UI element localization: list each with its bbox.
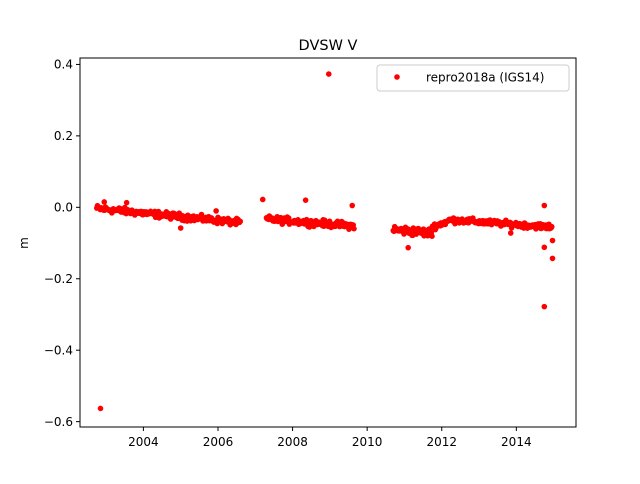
y-axis: −0.6 −0.4 −0.2 0.0 0.2 0.4 xyxy=(44,58,80,429)
y-tick-label: −0.2 xyxy=(44,272,73,286)
y-tick-label: −0.4 xyxy=(44,343,73,357)
data-point-outlier xyxy=(541,202,548,209)
x-axis: 2004 2006 2008 2010 2012 2014 xyxy=(128,427,532,449)
x-tick-label: 2004 xyxy=(128,435,159,449)
y-tick-label: 0.4 xyxy=(54,58,73,72)
data-point xyxy=(429,233,435,239)
plot-frame xyxy=(79,57,577,428)
x-tick-label: 2012 xyxy=(426,435,457,449)
data-point-outlier xyxy=(549,255,556,262)
x-tick-label: 2008 xyxy=(277,435,308,449)
y-tick-label: 0.2 xyxy=(54,129,73,143)
data-point-outlier xyxy=(302,197,309,203)
y-tick-label: 0.0 xyxy=(54,201,73,215)
data-point-outlier xyxy=(541,244,548,251)
data-point-outlier xyxy=(259,196,266,203)
y-tick-label: −0.6 xyxy=(44,415,73,429)
legend-box xyxy=(376,64,570,92)
data-point-outlier xyxy=(213,208,219,214)
x-tick-label: 2014 xyxy=(501,435,532,449)
data-point xyxy=(237,218,244,225)
data-point xyxy=(198,211,205,218)
data-point-outlier xyxy=(349,202,356,209)
data-point-outlier xyxy=(101,199,108,205)
chart-title: DVSW V xyxy=(299,38,358,54)
plot-points xyxy=(93,71,556,412)
x-tick-label: 2006 xyxy=(203,435,234,449)
data-point-outlier xyxy=(405,244,411,251)
legend-marker xyxy=(394,74,400,80)
y-axis-label: m xyxy=(17,237,31,249)
data-point xyxy=(351,225,357,232)
data-point-outlier xyxy=(549,237,556,244)
legend: repro2018a (IGS14) xyxy=(376,64,570,92)
legend-label: repro2018a (IGS14) xyxy=(426,71,544,85)
data-point-outlier xyxy=(507,230,514,236)
data-point-outlier xyxy=(97,405,104,412)
data-point-outlier xyxy=(541,303,548,310)
data-point-outlier xyxy=(177,225,184,231)
data-point-outlier xyxy=(325,71,332,77)
x-tick-label: 2010 xyxy=(352,435,383,449)
data-point-outlier xyxy=(123,199,130,206)
data-point xyxy=(548,223,555,230)
